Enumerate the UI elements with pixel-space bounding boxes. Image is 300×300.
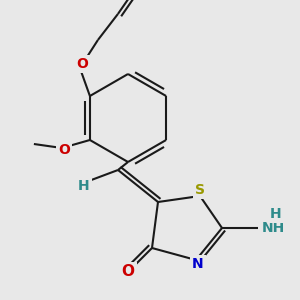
Text: O: O [76,57,88,71]
Text: S: S [195,183,205,197]
Text: N: N [192,257,204,271]
Text: H: H [270,207,282,221]
Text: O: O [58,143,70,157]
Text: H: H [78,179,90,193]
Text: O: O [122,265,134,280]
Text: NH: NH [262,221,285,235]
